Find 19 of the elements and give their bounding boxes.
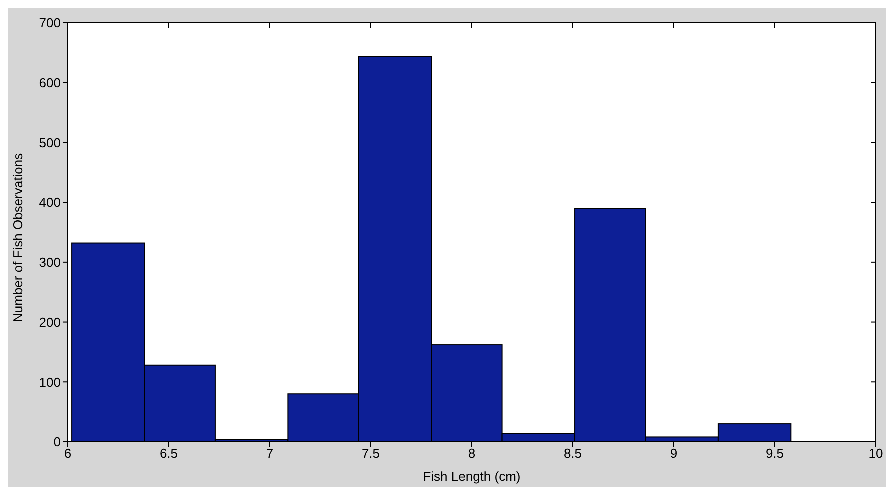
x-axis-title: Fish Length (cm) (423, 469, 521, 484)
x-tick-label: 6.5 (160, 446, 178, 462)
y-tick-label: 100 (39, 374, 61, 390)
x-tick-label: 7 (266, 446, 274, 462)
y-tick-label: 300 (39, 255, 61, 270)
x-tick-label: 10 (868, 446, 884, 462)
y-axis-title: Number of Fish Observations (10, 152, 26, 322)
x-tick-label: 9.5 (766, 446, 784, 462)
x-tick-label: 7.5 (362, 446, 380, 462)
x-tick-label: 9 (670, 446, 678, 462)
y-tick-label: 0 (54, 434, 61, 450)
x-tick-label: 8 (468, 446, 476, 462)
y-tick-label: 400 (39, 195, 61, 210)
y-tick-label: 500 (39, 135, 61, 150)
y-tick-label: 600 (39, 75, 61, 90)
y-tick-label: 700 (39, 16, 61, 31)
y-tick-label: 200 (39, 314, 61, 330)
x-tick-label: 6 (64, 446, 72, 462)
x-tick-label: 8.5 (564, 446, 582, 462)
